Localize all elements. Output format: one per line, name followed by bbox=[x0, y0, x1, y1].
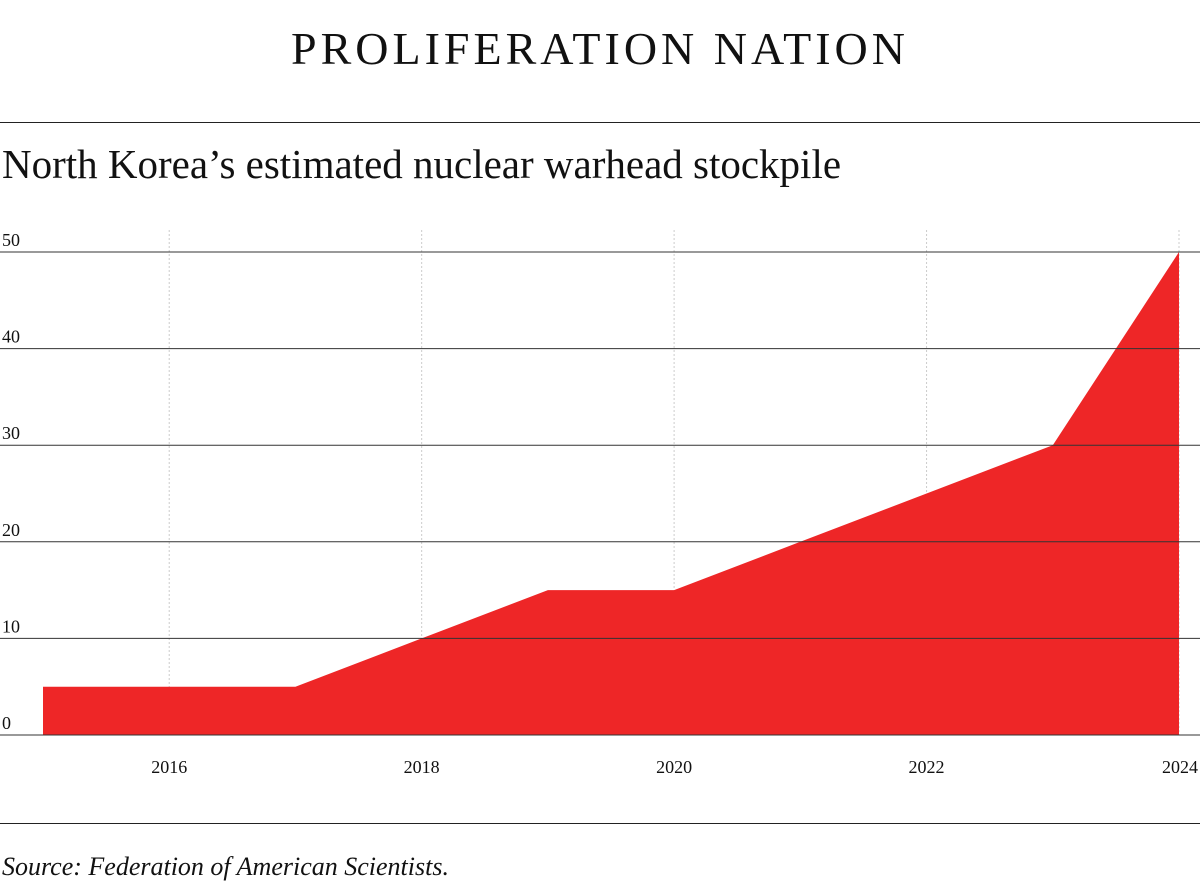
top-divider bbox=[0, 122, 1200, 123]
x-tick-label: 2024 bbox=[1162, 757, 1198, 777]
bottom-divider bbox=[0, 823, 1200, 824]
x-axis-labels: 2016 2018 2020 2022 2024 bbox=[151, 757, 1198, 777]
x-tick-label: 2016 bbox=[151, 757, 187, 777]
source-note: Source: Federation of American Scientist… bbox=[2, 852, 449, 881]
y-tick-label: 10 bbox=[2, 616, 20, 636]
page-kicker: PROLIFERATION NATION bbox=[291, 23, 909, 74]
chart-title: North Korea’s estimated nuclear warhead … bbox=[2, 141, 842, 187]
stockpile-area bbox=[43, 252, 1179, 735]
y-tick-label: 0 bbox=[2, 713, 11, 733]
y-tick-label: 30 bbox=[2, 423, 20, 443]
x-tick-label: 2018 bbox=[404, 757, 440, 777]
y-tick-label: 50 bbox=[2, 230, 20, 250]
horizontal-gridlines bbox=[0, 251, 1200, 736]
area-chart: 0 10 20 30 40 50 2016 2018 2020 2022 2024 bbox=[0, 230, 1200, 777]
y-tick-label: 40 bbox=[2, 327, 20, 347]
x-tick-label: 2020 bbox=[656, 757, 692, 777]
y-tick-label: 20 bbox=[2, 520, 20, 540]
y-axis-labels: 0 10 20 30 40 50 bbox=[2, 230, 20, 733]
x-tick-label: 2022 bbox=[909, 757, 945, 777]
